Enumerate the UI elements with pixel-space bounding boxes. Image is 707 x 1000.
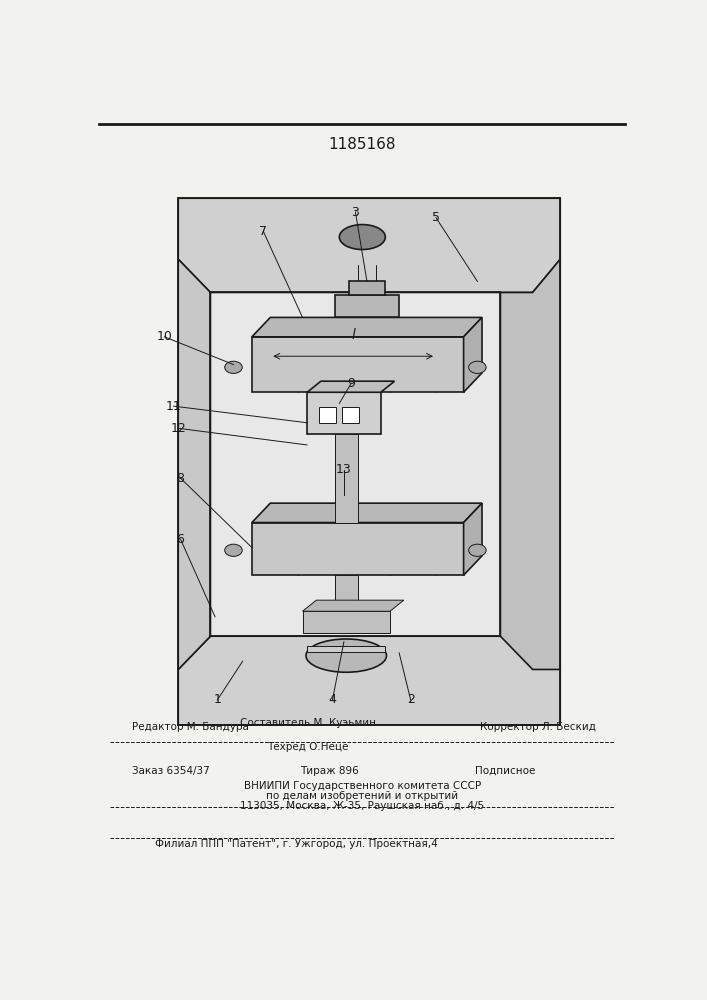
Text: 7: 7 [259, 225, 267, 238]
Polygon shape [252, 317, 482, 337]
Text: 9: 9 [347, 377, 355, 390]
Text: 1: 1 [214, 693, 221, 706]
Polygon shape [319, 407, 336, 423]
Polygon shape [341, 407, 359, 423]
Text: Заказ 6354/37: Заказ 6354/37 [132, 766, 210, 776]
Polygon shape [334, 295, 399, 317]
Polygon shape [334, 434, 358, 523]
Ellipse shape [469, 544, 486, 556]
Text: Тираж 896: Тираж 896 [300, 766, 359, 776]
Polygon shape [178, 259, 211, 669]
Text: 1185168: 1185168 [329, 137, 396, 152]
Text: Корректор Л. Бескид: Корректор Л. Бескид [480, 722, 595, 732]
Text: 113035, Москва, Ж-35, Раушская наб., д. 4/5: 113035, Москва, Ж-35, Раушская наб., д. … [240, 801, 484, 811]
Polygon shape [178, 198, 560, 292]
Ellipse shape [306, 639, 387, 672]
Text: 2: 2 [407, 693, 414, 706]
Ellipse shape [225, 361, 243, 373]
Polygon shape [501, 259, 560, 669]
Ellipse shape [469, 361, 486, 373]
Polygon shape [464, 317, 482, 392]
Text: 5: 5 [432, 211, 440, 224]
Polygon shape [252, 523, 464, 575]
Text: 13: 13 [336, 463, 352, 476]
Ellipse shape [225, 544, 243, 556]
Text: Редактор М. Бандура: Редактор М. Бандура [132, 722, 249, 732]
Text: Техред О.Неце: Техред О.Неце [267, 742, 349, 752]
Polygon shape [252, 337, 464, 392]
Text: 12: 12 [170, 422, 186, 435]
Polygon shape [252, 503, 482, 523]
Text: 11: 11 [165, 400, 182, 413]
Ellipse shape [339, 225, 385, 250]
Text: Подписное: Подписное [474, 766, 535, 776]
Polygon shape [303, 600, 404, 611]
Text: 3: 3 [351, 206, 359, 219]
Text: l: l [351, 328, 355, 342]
Polygon shape [334, 575, 358, 611]
Polygon shape [303, 611, 390, 633]
Polygon shape [464, 503, 482, 575]
Text: 6: 6 [177, 533, 185, 546]
Text: ВНИИПИ Государственного комитета СССР: ВНИИПИ Государственного комитета СССР [244, 781, 481, 791]
Polygon shape [211, 292, 501, 636]
Polygon shape [307, 392, 381, 434]
Text: Филиал ППП "Патент", г. Ужгород, ул. Проектная,4: Филиал ППП "Патент", г. Ужгород, ул. Про… [156, 839, 438, 849]
Polygon shape [178, 636, 560, 725]
Text: 8: 8 [177, 472, 185, 485]
Polygon shape [307, 381, 395, 392]
Text: 10: 10 [156, 330, 173, 343]
Text: Составитель М. Куэьмин: Составитель М. Куэьмин [240, 718, 375, 728]
Polygon shape [349, 281, 385, 295]
Text: по делам изобретений и открытий: по делам изобретений и открытий [267, 791, 458, 801]
Polygon shape [307, 646, 385, 652]
Text: 4: 4 [329, 693, 337, 706]
